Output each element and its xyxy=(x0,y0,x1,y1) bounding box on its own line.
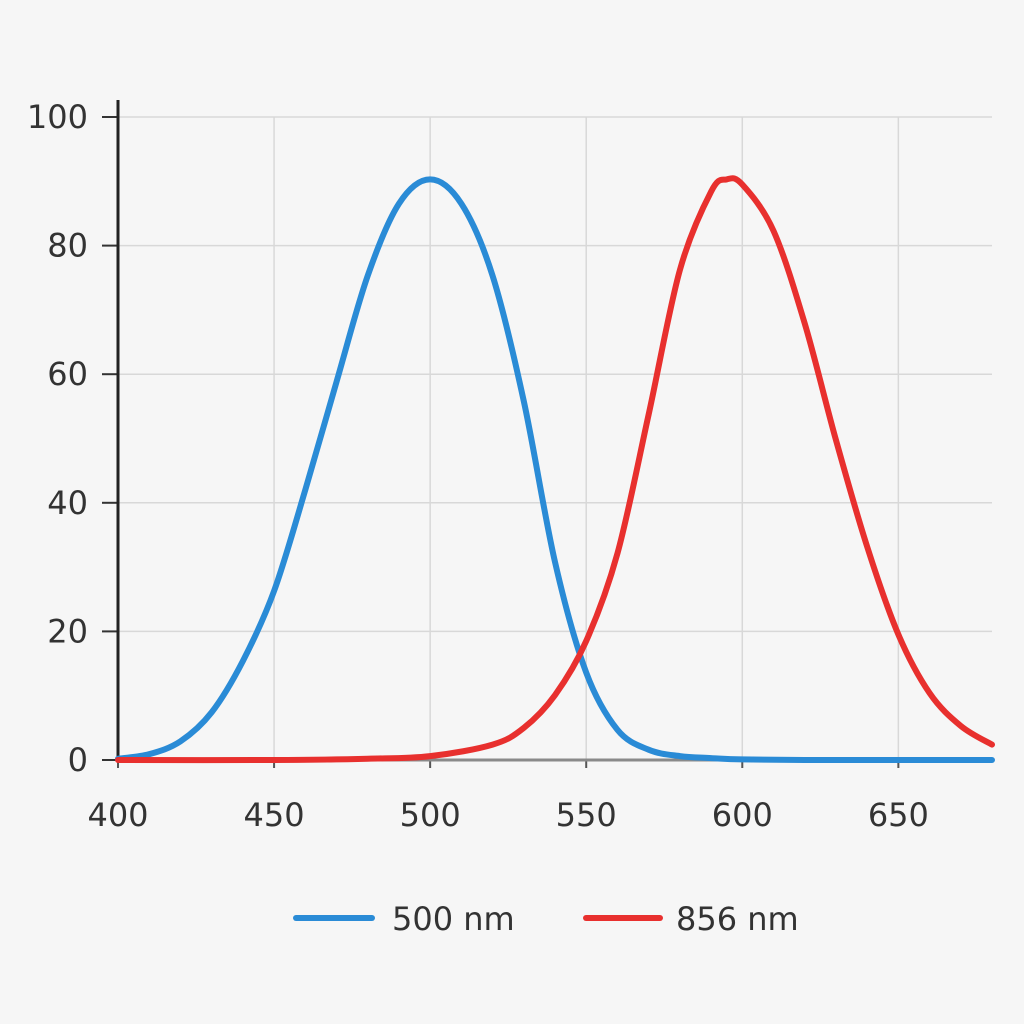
x-tick-label: 500 xyxy=(400,796,461,834)
y-tick-label: 60 xyxy=(47,355,88,393)
y-tick-label: 20 xyxy=(47,612,88,650)
y-tick-label: 100 xyxy=(27,98,88,136)
x-tick-label: 650 xyxy=(868,796,929,834)
y-tick-label: 80 xyxy=(47,227,88,265)
x-tick-label: 450 xyxy=(244,796,305,834)
y-tick-label: 40 xyxy=(47,484,88,522)
y-tick-label: 0 xyxy=(68,741,88,779)
legend-label-2: 856 nm xyxy=(676,900,799,938)
x-tick-label: 550 xyxy=(556,796,617,834)
x-tick-label: 400 xyxy=(87,796,148,834)
legend-label-1: 500 nm xyxy=(392,900,515,938)
x-tick-label: 600 xyxy=(712,796,773,834)
